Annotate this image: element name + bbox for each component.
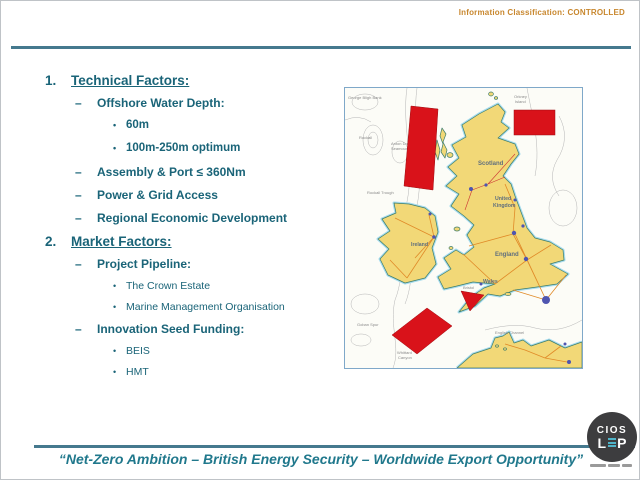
- dot-bullet: •: [113, 120, 117, 130]
- map-label-rockall: Rockall: [359, 135, 372, 140]
- dash-bullet: –: [75, 96, 82, 110]
- dash-bullet: –: [75, 322, 82, 336]
- list-item-technical-factors: 1. Technical Factors:: [45, 73, 345, 96]
- list-item-innovation-seed-funding: – Innovation Seed Funding:: [45, 322, 345, 345]
- list-item-label: BEIS: [126, 345, 150, 357]
- logo-cios-text: CIOS: [596, 424, 628, 436]
- logo-caption-smudge: [590, 464, 636, 467]
- list-item-crown-estate: • The Crown Estate: [45, 280, 345, 301]
- france-landmass: [456, 331, 582, 368]
- map-label-george-bligh-bank: George Bligh Bank: [348, 95, 382, 100]
- map-labels: George Bligh Bank Rockall Anton Dohrn Se…: [348, 94, 527, 360]
- city-markers: [428, 183, 571, 364]
- list-item-label: Project Pipeline:: [97, 257, 192, 271]
- highlight-west-of-hebrides: [403, 105, 439, 191]
- list-item-regional-economic: – Regional Economic Development: [45, 211, 345, 234]
- list-item-label: 60m: [126, 119, 150, 131]
- map-label-bristol: Bristol: [463, 285, 474, 290]
- anglesey-island: [448, 246, 454, 250]
- list-item-assembly-port: – Assembly & Port ≤ 360Nm: [45, 165, 345, 188]
- channel-islands: [503, 347, 507, 351]
- road-network: [389, 183, 568, 363]
- logo-letter-p: P: [617, 434, 627, 451]
- list-item-label: Innovation Seed Funding:: [97, 322, 245, 336]
- hebrides-islands: [439, 127, 448, 159]
- map-label-whittard-canyon-2: Canyon: [398, 355, 412, 360]
- dot-bullet: •: [113, 346, 117, 356]
- highlight-zones: [391, 105, 556, 355]
- header-divider: [11, 46, 631, 49]
- map-label-whittard-canyon: Whittard: [397, 350, 412, 355]
- map-label-rockall-trough: Rockall Trough: [367, 190, 394, 195]
- list-item-label: Assembly & Port ≤ 360Nm: [97, 165, 246, 179]
- list-item-market-factors: 2. Market Factors:: [45, 234, 345, 257]
- dot-bullet: •: [113, 302, 117, 312]
- classification-label: Information Classification: CONTROLLED: [458, 8, 625, 17]
- map-label-united: United: [495, 196, 511, 202]
- great-britain-landmass: [437, 103, 569, 313]
- dot-bullet: •: [113, 143, 117, 153]
- map-label-anton-dohrn-2: Seamount: [391, 146, 410, 151]
- list-number: 2.: [45, 234, 57, 249]
- list-number: 1.: [45, 73, 57, 88]
- list-item-project-pipeline: – Project Pipeline:: [45, 257, 345, 280]
- dash-bullet: –: [75, 188, 82, 202]
- uk-map-svg: George Bligh Bank Rockall Anton Dohrn Se…: [345, 88, 582, 368]
- list-item-label: Technical Factors:: [71, 73, 190, 88]
- isle-of-wight: [504, 292, 512, 296]
- list-item-beis: • BEIS: [45, 345, 345, 366]
- highlight-north-sea: [513, 109, 556, 136]
- dash-bullet: –: [75, 211, 82, 225]
- map-label-orkney: Orkney: [514, 94, 527, 99]
- footer-quote: “Net-Zero Ambition – British Energy Secu…: [58, 451, 584, 467]
- logo-lep-text: L P: [598, 436, 627, 450]
- map-label-scotland: Scotland: [478, 161, 504, 167]
- list-item-hmt: • HMT: [45, 366, 345, 387]
- list-item-label: Regional Economic Development: [97, 211, 288, 225]
- dot-bullet: •: [113, 367, 117, 377]
- list-item-marine-management: • Marine Management Organisation: [45, 301, 345, 322]
- uk-nautical-chart: George Bligh Bank Rockall Anton Dohrn Se…: [344, 87, 583, 369]
- skye-island: [446, 152, 454, 158]
- list-item-100m-250m: • 100m-250m optimum: [45, 142, 345, 165]
- list-item-label: Market Factors:: [71, 234, 172, 249]
- isle-of-man: [453, 226, 461, 232]
- list-item-60m: • 60m: [45, 119, 345, 142]
- map-label-england: England: [495, 252, 519, 258]
- list-item-label: Marine Management Organisation: [126, 301, 285, 313]
- map-label-orkney-2: Island: [515, 99, 526, 104]
- channel-islands: [495, 344, 499, 348]
- cios-lep-logo: CIOS L P: [587, 412, 637, 462]
- list-item-power-grid: – Power & Grid Access: [45, 188, 345, 211]
- list-item-label: HMT: [126, 366, 149, 378]
- list-item-label: Power & Grid Access: [97, 188, 218, 202]
- map-label-kingdom: Kingdom: [493, 203, 516, 209]
- bathymetry-contours: [345, 88, 582, 368]
- list-item-label: Offshore Water Depth:: [97, 96, 225, 110]
- logo-letter-l: L: [597, 434, 607, 451]
- factors-list: 1. Technical Factors: – Offshore Water D…: [45, 73, 345, 387]
- dash-bullet: –: [75, 165, 82, 179]
- highlight-bristol-channel-triangle: [460, 290, 485, 312]
- logo-e-bars-icon: [607, 438, 616, 447]
- dash-bullet: –: [75, 257, 82, 271]
- highlight-southwest-approaches: [391, 307, 453, 355]
- map-label-english-channel: English Channel: [495, 330, 524, 335]
- map-label-ireland: Ireland: [411, 242, 428, 248]
- orkney-islands: [494, 96, 498, 100]
- list-item-label: 100m-250m optimum: [126, 142, 241, 154]
- footer-divider: [34, 445, 635, 448]
- map-label-anton-dohrn: Anton Dohrn: [391, 141, 413, 146]
- map-label-goban-spur: Goban Spur: [357, 322, 379, 327]
- orkney-islands: [488, 91, 494, 97]
- list-item-label: The Crown Estate: [126, 280, 211, 292]
- list-item-offshore-water-depth: – Offshore Water Depth:: [45, 96, 345, 119]
- dot-bullet: •: [113, 281, 117, 291]
- map-label-wales: Wales: [483, 279, 498, 285]
- primary-routes: [464, 153, 516, 211]
